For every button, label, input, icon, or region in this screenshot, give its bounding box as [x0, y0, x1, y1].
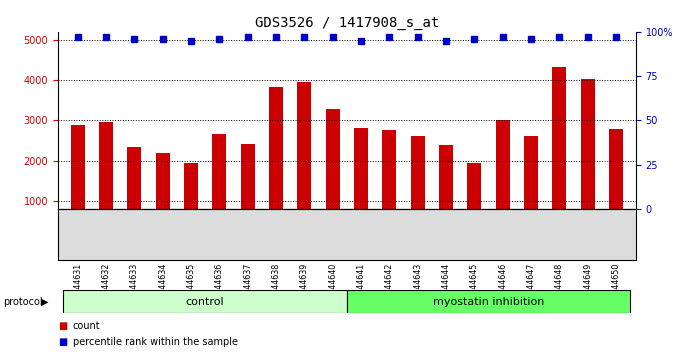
- Bar: [467, 162, 481, 241]
- Text: control: control: [186, 297, 224, 307]
- Bar: [241, 144, 255, 241]
- Bar: [297, 82, 311, 241]
- Bar: [524, 136, 538, 241]
- Text: ■: ■: [58, 321, 67, 331]
- Bar: [184, 164, 198, 241]
- Bar: [127, 147, 141, 241]
- Bar: [269, 87, 283, 241]
- Text: ■: ■: [58, 337, 67, 347]
- Bar: [382, 130, 396, 241]
- Bar: [552, 67, 566, 241]
- Text: protocol: protocol: [3, 297, 43, 307]
- Bar: [347, 290, 630, 313]
- Bar: [354, 129, 368, 241]
- Bar: [581, 79, 595, 241]
- Bar: [99, 122, 113, 241]
- Bar: [411, 136, 425, 241]
- Bar: [326, 109, 340, 241]
- Bar: [609, 129, 623, 241]
- Text: GDS3526 / 1417908_s_at: GDS3526 / 1417908_s_at: [255, 16, 439, 30]
- Text: count: count: [73, 321, 101, 331]
- Bar: [63, 290, 347, 313]
- Bar: [156, 153, 170, 241]
- Bar: [212, 134, 226, 241]
- Text: percentile rank within the sample: percentile rank within the sample: [73, 337, 238, 347]
- Bar: [71, 125, 85, 241]
- Bar: [496, 120, 510, 241]
- Text: myostatin inhibition: myostatin inhibition: [432, 297, 544, 307]
- Bar: [439, 145, 453, 241]
- Text: ▶: ▶: [41, 297, 48, 307]
